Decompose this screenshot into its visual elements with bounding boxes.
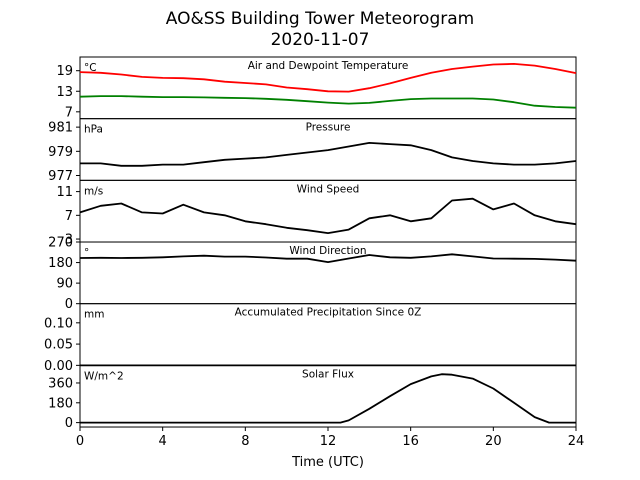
y-tick-label: 90	[56, 277, 73, 292]
panel-6: 0 180 360 W/m^2 Solar Flux	[48, 364, 577, 431]
y-tick-label: 0.00	[44, 359, 73, 374]
panel-unit-label: °C	[84, 62, 97, 74]
y-tick-label: 360	[48, 376, 73, 391]
panel-unit-label: mm	[84, 309, 104, 321]
panel-4: 0 90 180 270 ° Wind Direction	[48, 236, 577, 312]
panel-unit-label: °	[84, 247, 89, 259]
y-tick-label: 7	[65, 105, 73, 120]
series-line-1	[79, 253, 577, 264]
x-tick-label: 0	[76, 434, 84, 449]
chart-subtitle: 2020-11-07	[271, 30, 370, 50]
panel-2: 977 979 981 hPa Pressure	[48, 118, 577, 184]
y-tick-label: 3	[65, 233, 73, 248]
x-axis: 0 4 8 12 16 20 24	[76, 427, 584, 449]
series-line-1	[80, 141, 577, 167]
y-tick-label: 0.05	[44, 338, 73, 353]
y-tick-label: 981	[48, 121, 73, 136]
series-line-1	[79, 197, 577, 235]
x-axis-label: Time (UTC)	[291, 455, 364, 470]
x-tick-label: 12	[320, 434, 337, 449]
y-tick-label: 270	[48, 236, 73, 251]
panel-1: 7 13 19 °C Air and Dewpoint Temperature	[56, 56, 577, 120]
y-tick-label: 19	[56, 64, 73, 79]
panel-unit-label: W/m^2	[84, 370, 124, 382]
series-line-1	[80, 373, 576, 424]
y-tick-label: 180	[48, 256, 73, 271]
panel-title: Air and Dewpoint Temperature	[248, 60, 409, 72]
panel-unit-label: hPa	[84, 124, 103, 136]
x-tick-label: 20	[485, 434, 502, 449]
series-line-1	[79, 63, 577, 93]
y-tick-label: 977	[48, 169, 73, 184]
chart-title: AO&SS Building Tower Meteorogram	[166, 9, 474, 29]
panel-5: 0.00 0.05 0.10 mm Accumulated Precipitation …	[44, 303, 577, 374]
y-tick-label: 0	[65, 416, 73, 431]
y-tick-label: 7	[65, 209, 73, 224]
panel-title: Solar Flux	[302, 368, 354, 380]
y-tick-label: 0	[65, 297, 73, 312]
y-tick-label: 180	[48, 396, 73, 411]
x-tick-label: 24	[568, 434, 585, 449]
panel-unit-label: m/s	[84, 185, 103, 197]
y-tick-label: 0.10	[44, 316, 73, 331]
y-tick-label: 11	[56, 185, 73, 200]
panel-title: Pressure	[306, 122, 351, 134]
panel-3: 3 7 11 m/s Wind Speed	[56, 179, 577, 248]
panel-title: Accumulated Precipitation Since 0Z	[235, 307, 422, 319]
panel-title: Wind Direction	[289, 245, 366, 257]
y-tick-label: 13	[56, 85, 73, 100]
x-tick-label: 8	[241, 434, 249, 449]
y-tick-label: 979	[48, 145, 73, 160]
x-tick-label: 4	[159, 434, 167, 449]
panel-title: Wind Speed	[297, 183, 360, 195]
series-line-2	[79, 95, 577, 109]
x-tick-label: 16	[402, 434, 419, 449]
